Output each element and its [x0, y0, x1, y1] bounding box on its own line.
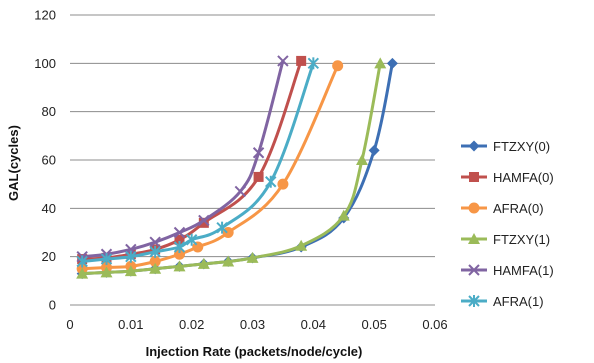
series-afra-1: [76, 57, 320, 268]
data-point: [222, 255, 235, 267]
data-point: [307, 57, 320, 70]
series-group: [76, 55, 398, 280]
series-line: [82, 63, 394, 276]
x-tick-label: 0.05: [362, 317, 387, 332]
data-point: [173, 260, 186, 272]
legend-marker: [468, 233, 480, 244]
legend-marker: [468, 202, 480, 214]
data-point: [174, 248, 185, 260]
legend: FTZXY(0) HAMFA(0) AFRA(0) FTZXY(1) HAMFA(1) A…: [461, 139, 554, 309]
legend-label: HAMFA(1): [493, 263, 554, 278]
x-tick-label: 0.01: [118, 317, 143, 332]
legend-label: FTZXY(0): [493, 139, 550, 154]
data-point: [332, 60, 344, 72]
data-point: [277, 55, 289, 67]
data-point: [216, 221, 228, 234]
y-tick-label: 40: [42, 201, 56, 216]
data-point: [149, 256, 161, 267]
y-tick-label: 0: [49, 298, 56, 313]
y-tick-label: 120: [34, 8, 56, 23]
data-point: [100, 253, 113, 266]
x-tick-label: 0: [66, 317, 73, 332]
y-axis-title: GAL(cycles): [6, 125, 21, 201]
legend-item: HAMFA(1): [461, 263, 554, 278]
series-hamfa-1: [76, 55, 289, 263]
y-tick-label: 80: [42, 104, 56, 119]
x-tick-labels: 0 0.01 0.02 0.03 0.04 0.05 0.06: [66, 317, 447, 332]
legend-label: FTZXY(1): [493, 232, 550, 247]
legend-marker: [469, 172, 479, 182]
y-tick-labels: 0 20 40 60 80 100 120: [34, 8, 56, 313]
data-point: [125, 250, 137, 263]
data-point: [277, 178, 289, 190]
data-point: [246, 251, 259, 263]
data-point: [124, 265, 137, 277]
data-point: [253, 171, 264, 182]
series-ftzxy-0: [76, 57, 398, 280]
data-point: [174, 234, 185, 245]
data-point: [198, 217, 209, 228]
data-point: [356, 154, 368, 165]
legend-marker: [468, 264, 480, 276]
data-point: [185, 233, 198, 246]
data-point: [149, 236, 161, 248]
legend-label: HAMFA(0): [493, 170, 554, 185]
data-point: [296, 55, 307, 66]
y-tick-label: 100: [34, 56, 56, 71]
data-point: [374, 57, 387, 69]
x-axis-title: Injection Rate (packets/node/cycle): [146, 344, 363, 359]
series-afra-0: [76, 60, 344, 275]
series-line: [82, 60, 285, 259]
series-ftzxy-1: [76, 57, 387, 279]
data-point: [197, 257, 210, 269]
legend-item: AFRA(1): [461, 294, 544, 309]
data-point: [265, 175, 277, 188]
series-line: [82, 65, 340, 271]
x-tick-label: 0.03: [240, 317, 265, 332]
data-point: [173, 241, 186, 253]
legend-item: HAMFA(0): [461, 170, 554, 185]
data-point: [149, 245, 161, 258]
series-line: [82, 62, 315, 263]
legend-label: AFRA(1): [493, 294, 544, 309]
grid-lines: [70, 14, 435, 258]
x-tick-label: 0.06: [422, 317, 447, 332]
legend-marker: [468, 295, 480, 307]
data-point: [149, 262, 162, 274]
data-point: [295, 239, 308, 251]
x-tick-label: 0.04: [301, 317, 326, 332]
y-tick-label: 60: [42, 153, 56, 168]
series-line: [82, 63, 382, 276]
data-point: [198, 214, 210, 227]
data-point: [386, 57, 398, 69]
y-tick-label: 20: [42, 249, 56, 264]
legend-item: AFRA(0): [461, 201, 544, 216]
data-point: [173, 226, 186, 239]
data-point: [368, 144, 380, 156]
legend-marker: [468, 140, 480, 152]
data-point: [252, 147, 265, 159]
data-point: [76, 267, 89, 279]
data-point: [337, 209, 350, 221]
x-tick-label: 0.02: [179, 317, 204, 332]
legend-item: FTZXY(1): [461, 232, 550, 247]
data-point: [100, 266, 113, 278]
legend-item: FTZXY(0): [461, 139, 550, 154]
legend-label: AFRA(0): [493, 201, 544, 216]
data-point: [76, 255, 88, 268]
data-point: [234, 185, 247, 198]
